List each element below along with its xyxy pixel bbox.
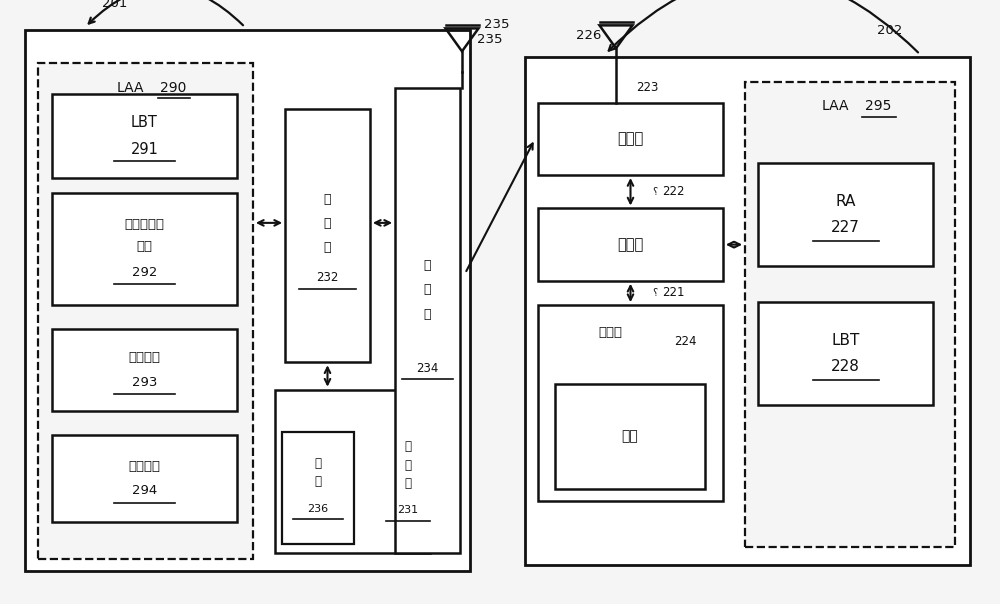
Text: 201: 201 (102, 0, 128, 10)
Bar (758, 163, 933, 266)
Bar (525, 57, 970, 565)
Text: 221: 221 (663, 286, 685, 300)
Bar (25, 30, 470, 571)
Bar (38, 63, 253, 559)
Bar (745, 82, 955, 547)
Text: 器: 器 (405, 477, 412, 490)
Text: 信标信号检: 信标信号检 (124, 219, 164, 231)
Text: 储: 储 (405, 458, 412, 472)
Text: 224: 224 (674, 335, 697, 348)
Bar (52, 329, 237, 411)
Bar (395, 88, 460, 553)
Text: LAA: LAA (117, 80, 144, 95)
Bar (275, 390, 430, 553)
Text: 发: 发 (424, 283, 431, 297)
Bar (555, 384, 705, 489)
Bar (52, 435, 237, 522)
Text: 报告电路: 报告电路 (128, 460, 160, 473)
Text: 295: 295 (865, 98, 891, 113)
Text: 226: 226 (576, 29, 601, 42)
Bar (758, 302, 933, 405)
Text: 235: 235 (484, 18, 510, 31)
Text: 处: 处 (324, 193, 331, 206)
Text: RA: RA (835, 194, 856, 208)
Bar (282, 432, 354, 544)
Text: 228: 228 (831, 359, 860, 374)
Text: 存储器: 存储器 (598, 326, 622, 339)
Bar (285, 109, 370, 362)
Text: LAA: LAA (821, 98, 849, 113)
Text: 收发器: 收发器 (617, 132, 644, 146)
Text: ⸮: ⸮ (653, 288, 658, 298)
Bar (52, 94, 237, 178)
Text: 294: 294 (132, 484, 157, 497)
Text: 236: 236 (307, 504, 329, 514)
Text: LBT: LBT (831, 333, 860, 347)
Bar (52, 193, 237, 305)
Text: 收: 收 (424, 259, 431, 272)
Text: 缓: 缓 (314, 457, 321, 470)
Text: 227: 227 (831, 220, 860, 235)
Text: 223: 223 (636, 81, 658, 94)
Text: 293: 293 (132, 376, 157, 388)
Bar (538, 103, 723, 175)
Text: 232: 232 (316, 271, 339, 284)
Text: 理: 理 (324, 217, 331, 230)
Text: 测量电路: 测量电路 (128, 352, 160, 364)
Text: 231: 231 (397, 506, 419, 515)
Text: 处理器: 处理器 (617, 237, 644, 252)
Text: 器: 器 (424, 307, 431, 321)
Text: 存: 存 (314, 475, 321, 488)
Text: 222: 222 (663, 185, 685, 198)
Text: 235: 235 (477, 33, 503, 47)
Text: 测器: 测器 (136, 240, 152, 252)
Text: LBT: LBT (131, 115, 158, 130)
Text: 202: 202 (877, 24, 903, 37)
Text: 器: 器 (324, 241, 331, 254)
Text: 234: 234 (416, 362, 439, 375)
Text: 290: 290 (160, 80, 187, 95)
Bar (538, 208, 723, 281)
Text: 程序: 程序 (622, 429, 638, 443)
Text: ⸮: ⸮ (653, 187, 658, 197)
Text: 292: 292 (132, 266, 157, 278)
Bar (538, 305, 723, 501)
Text: 291: 291 (131, 142, 158, 156)
Text: 存: 存 (405, 440, 412, 454)
